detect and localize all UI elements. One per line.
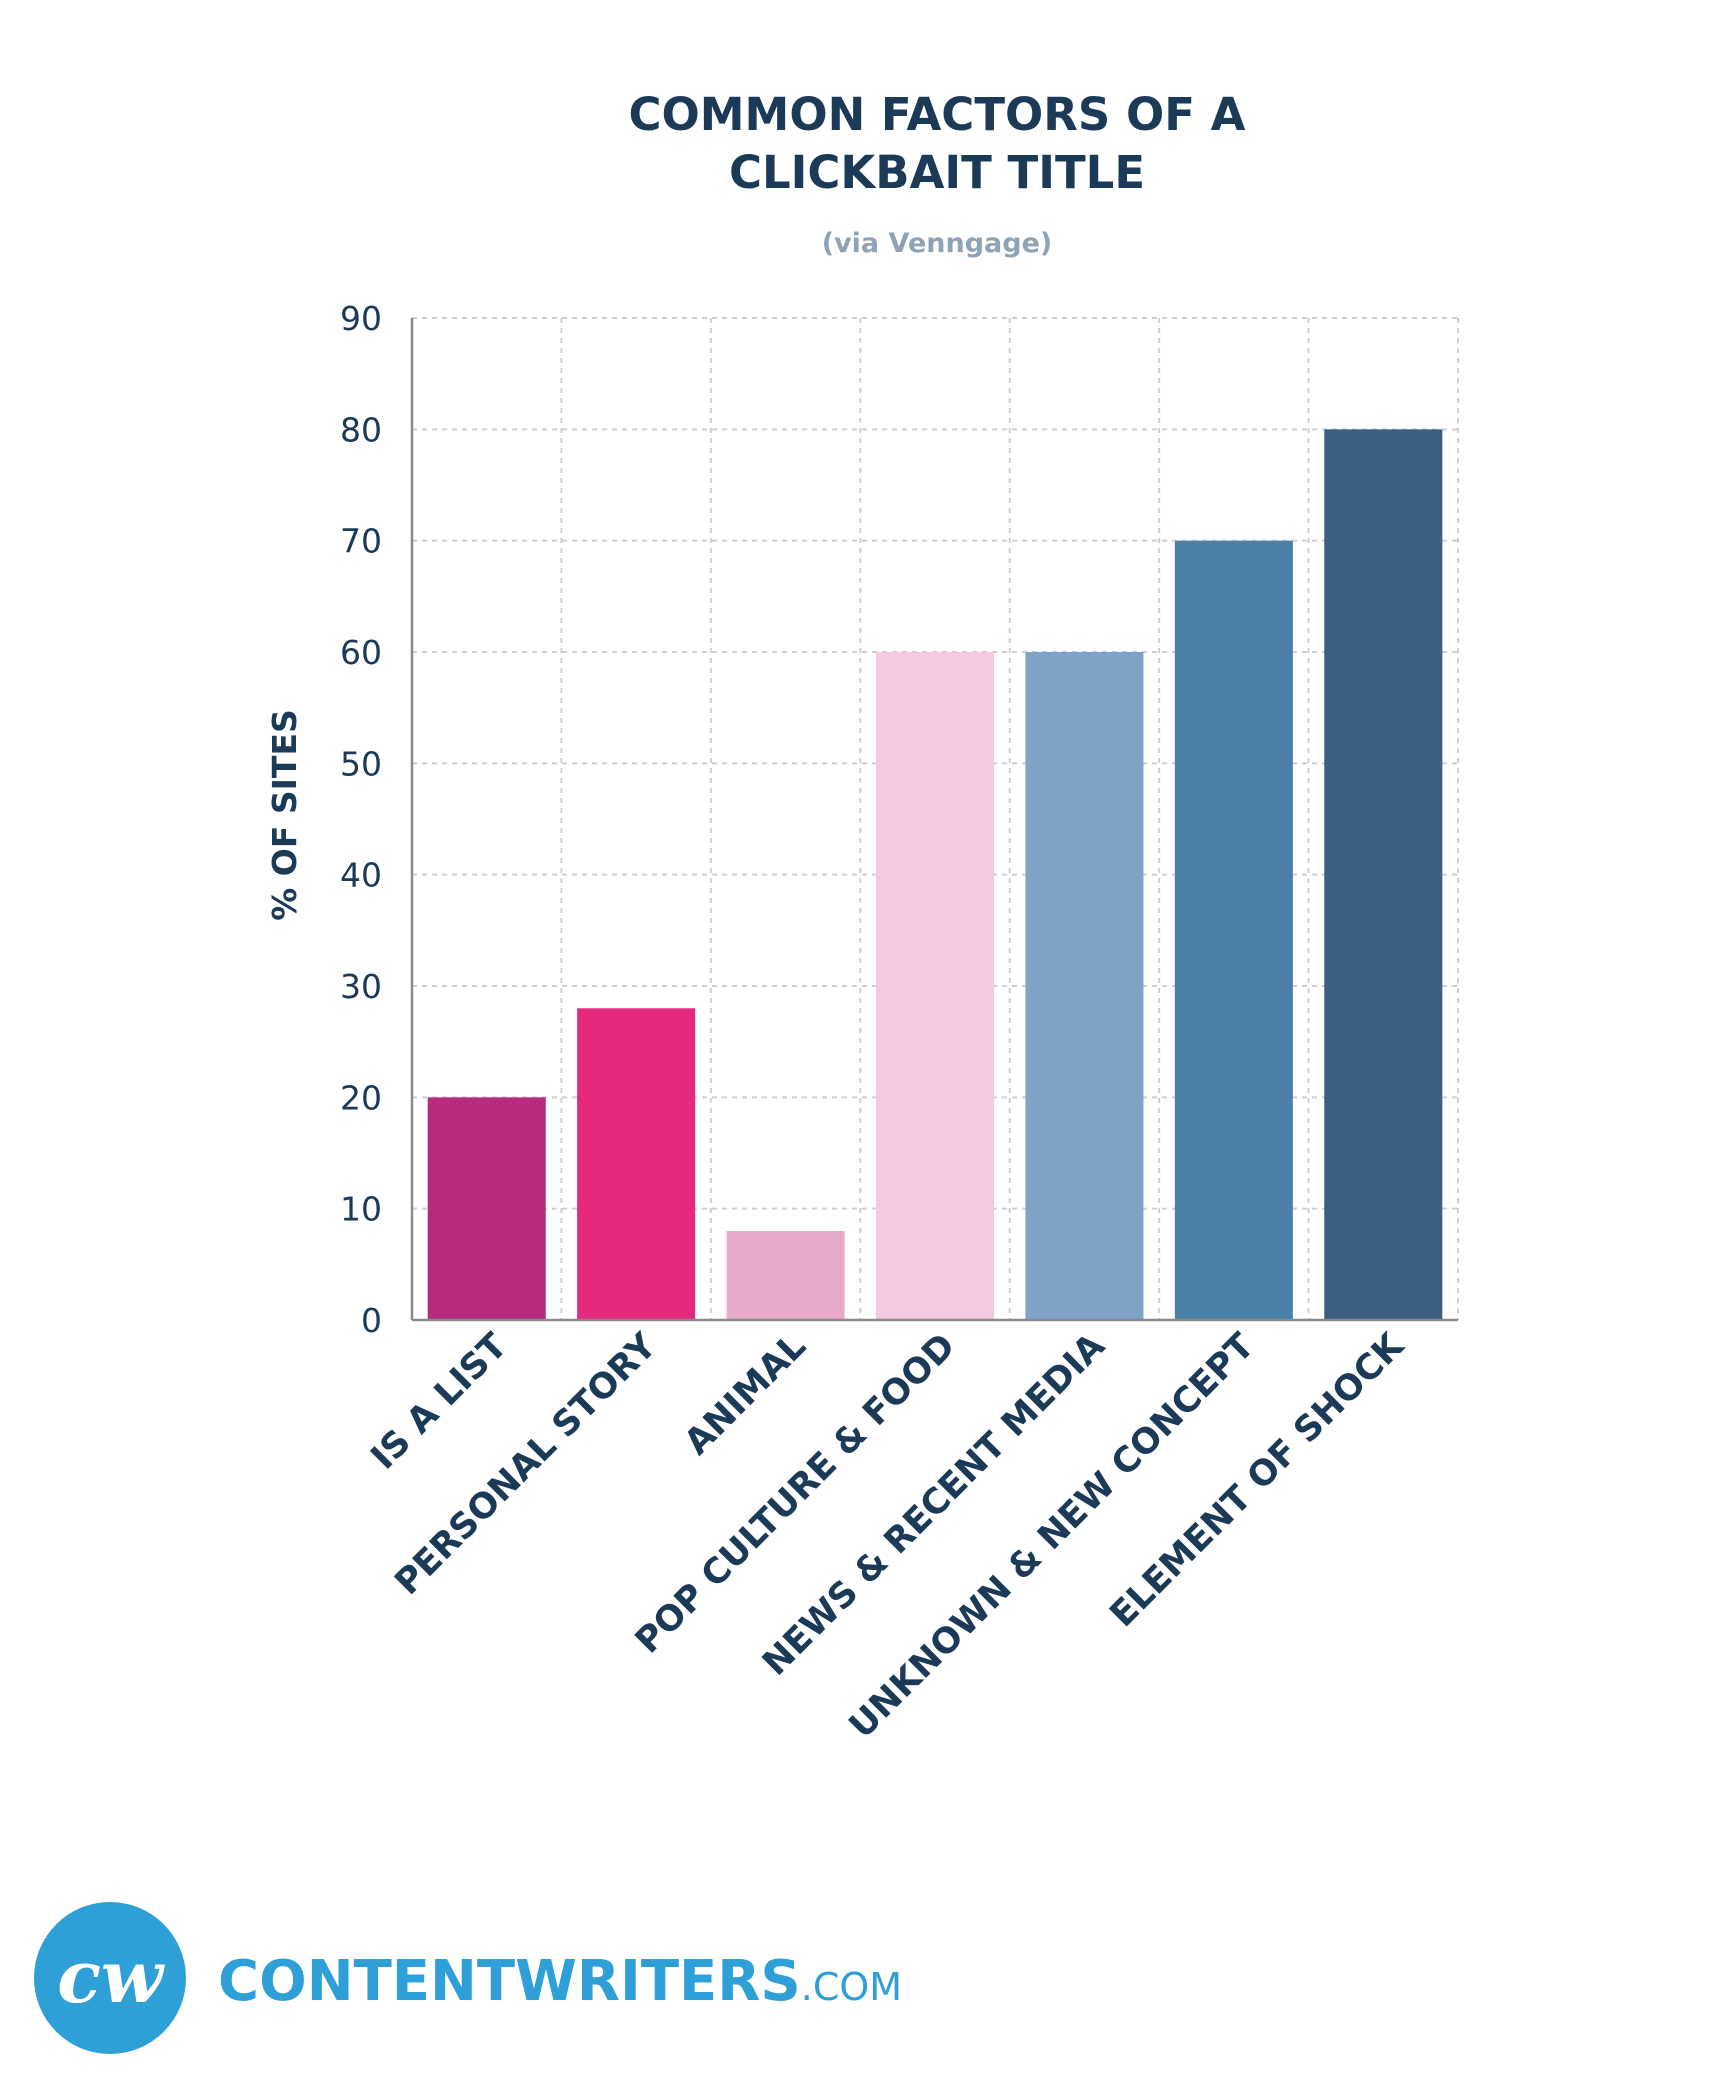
bar-is-a-list (427, 1097, 546, 1320)
bar-news-recent-media (1025, 652, 1144, 1320)
bar-element-of-shock (1324, 429, 1443, 1320)
brand-footer: cw CONTENTWRITERS.COM (34, 1902, 902, 2054)
y-tick-label: 10 (340, 1190, 382, 1229)
brand-logo-circle (34, 1902, 186, 2054)
x-category-label: ELEMENT OF SHOCK (1103, 1325, 1413, 1635)
bar-unknown-new-concept (1174, 540, 1293, 1320)
x-category-label: IS A LIST (364, 1326, 515, 1477)
y-tick-label: 30 (340, 967, 382, 1006)
brand-suffix: .COM (801, 1965, 902, 2009)
y-tick-label: 60 (340, 633, 382, 672)
x-category-label: ANIMAL (677, 1326, 814, 1463)
brand-name: CONTENTWRITERS (218, 1949, 801, 2014)
y-tick-label: 70 (340, 522, 382, 561)
y-tick-label: 90 (340, 299, 382, 338)
x-category-label: POP CULTURE & FOOD (628, 1326, 963, 1661)
y-tick-label: 40 (340, 856, 382, 895)
brand-logo-text: cw (57, 1934, 166, 2019)
y-axis-label: % OF SITES (265, 709, 304, 921)
axes (410, 318, 1458, 1322)
chart-subtitle: (via Venngage) (822, 228, 1053, 259)
chart-title-line-1: COMMON FACTORS OF A (628, 88, 1245, 141)
chart-title-line-2: CLICKBAIT TITLE (729, 146, 1145, 199)
y-tick-label: 50 (340, 744, 382, 783)
bar-personal-story (577, 1008, 696, 1320)
bar-animal (726, 1230, 845, 1320)
brand-wordmark: CONTENTWRITERS.COM (218, 1949, 902, 2014)
y-tick-label: 0 (361, 1301, 382, 1340)
bar-pop-culture-food (875, 652, 995, 1320)
y-tick-label: 80 (340, 410, 382, 449)
y-tick-labels: 0 10 20 30 40 50 60 70 80 90 (340, 299, 382, 1340)
y-tick-label: 20 (340, 1078, 382, 1117)
bars (427, 429, 1443, 1320)
x-category-label: PERSONAL STORY (388, 1326, 665, 1603)
